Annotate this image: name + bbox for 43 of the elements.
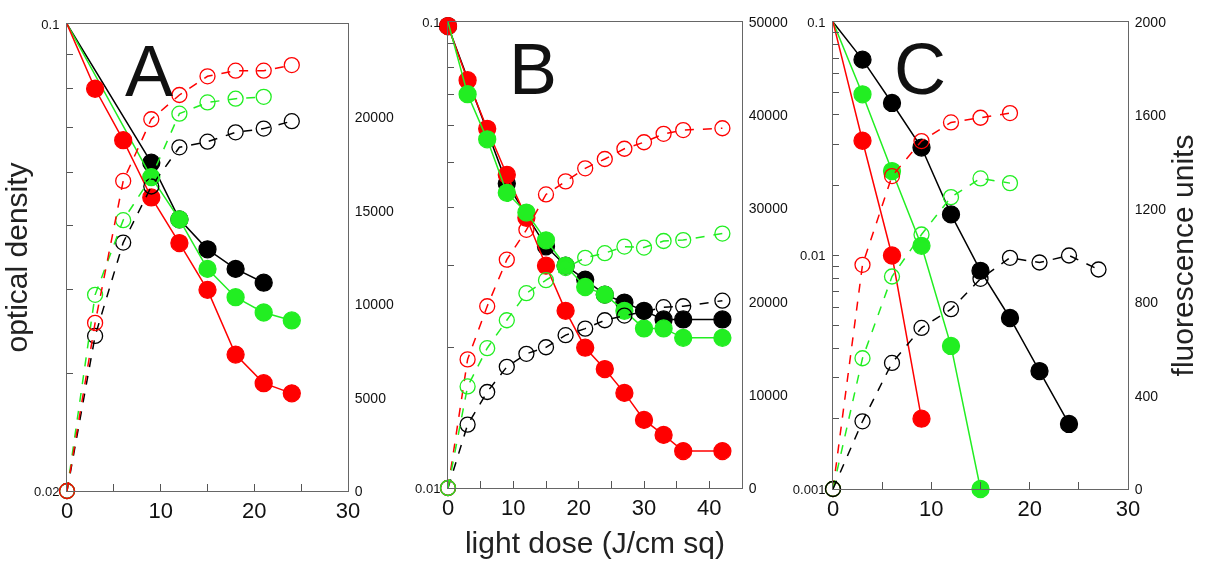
y-tick-label: 0.1 bbox=[422, 14, 441, 30]
y-tick-label: 0.1 bbox=[807, 14, 826, 30]
y2-tick-label: 40000 bbox=[748, 107, 788, 124]
y2-tick-label: 800 bbox=[1134, 294, 1159, 311]
x-tick-label: 20 bbox=[1017, 496, 1042, 522]
x-tick-label: 40 bbox=[697, 495, 722, 521]
y2-tick-label: 0 bbox=[1134, 480, 1143, 497]
y-tick-label: 0.01 bbox=[800, 248, 826, 264]
y2-axis-title: fluorescence units bbox=[1166, 134, 1200, 377]
y2-tick-label: 1600 bbox=[1134, 107, 1167, 124]
x-tick-label: 10 bbox=[148, 498, 173, 524]
y2-tick-label: 0 bbox=[354, 482, 363, 499]
y2-tick-label: 20000 bbox=[354, 109, 394, 126]
y2-tick-label: 15000 bbox=[354, 202, 394, 219]
x-tick-label: 30 bbox=[631, 495, 657, 521]
y-tick-label: 0.001 bbox=[792, 481, 826, 497]
x-tick-label: 10 bbox=[501, 495, 526, 521]
x-tick-label: 0 bbox=[826, 496, 840, 522]
chart-title: B bbox=[509, 29, 558, 109]
x-tick-label: 20 bbox=[566, 495, 591, 521]
y2-tick-label: 2000 bbox=[1134, 13, 1167, 30]
x-tick-label: 10 bbox=[919, 496, 944, 522]
y2-tick-label: 0 bbox=[748, 479, 757, 496]
x-tick-label: 0 bbox=[60, 498, 74, 524]
y2-tick-label: 5000 bbox=[354, 389, 387, 406]
y-axis-title: optical density bbox=[0, 162, 33, 353]
chart-title: A bbox=[125, 31, 174, 111]
chart-title: C bbox=[894, 29, 946, 109]
y2-tick-label: 30000 bbox=[748, 200, 788, 217]
x-tick-label: 0 bbox=[441, 495, 455, 521]
y2-tick-label: 20000 bbox=[748, 293, 788, 310]
y2-tick-label: 10000 bbox=[748, 386, 788, 403]
y-tick-label: 0.02 bbox=[34, 483, 60, 499]
y2-tick-label: 10000 bbox=[354, 296, 394, 313]
y2-tick-label: 50000 bbox=[748, 13, 788, 30]
y-tick-label: 0.1 bbox=[41, 16, 60, 32]
x-axis-title: light dose (J/cm sq) bbox=[464, 525, 726, 559]
x-tick-label: 30 bbox=[1115, 496, 1141, 522]
x-tick-label: 20 bbox=[242, 498, 267, 524]
y-tick-label: 0.01 bbox=[415, 480, 441, 496]
y2-tick-label: 1200 bbox=[1134, 200, 1167, 217]
x-tick-label: 30 bbox=[335, 498, 361, 524]
y2-tick-label: 400 bbox=[1134, 387, 1159, 404]
